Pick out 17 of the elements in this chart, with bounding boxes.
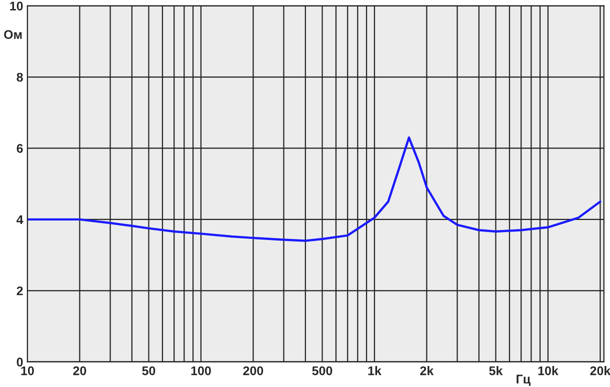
x-tick-label: 1k — [368, 366, 382, 376]
y-tick-label: 10 — [10, 2, 23, 10]
x-tick-label: 500 — [312, 366, 332, 376]
x-tick-label: 20 — [73, 366, 86, 376]
x-tick-label: 100 — [191, 366, 211, 376]
y-tick-label: 4 — [16, 215, 24, 224]
x-tick-label: 2k — [420, 366, 434, 376]
x-tick-label: 5k — [489, 366, 503, 376]
y-axis-title: Ом — [4, 30, 22, 39]
x-tick-label: 10k — [538, 366, 558, 376]
y-tick-label: 6 — [16, 144, 23, 153]
x-tick-label: 50 — [142, 366, 156, 376]
x-tick-label: 200 — [243, 366, 264, 376]
y-tick-label: 8 — [16, 72, 23, 82]
y-tick-label: 2 — [16, 286, 23, 296]
x-axis-title: Гц — [516, 374, 530, 386]
y-tick-label: 0 — [16, 358, 23, 366]
